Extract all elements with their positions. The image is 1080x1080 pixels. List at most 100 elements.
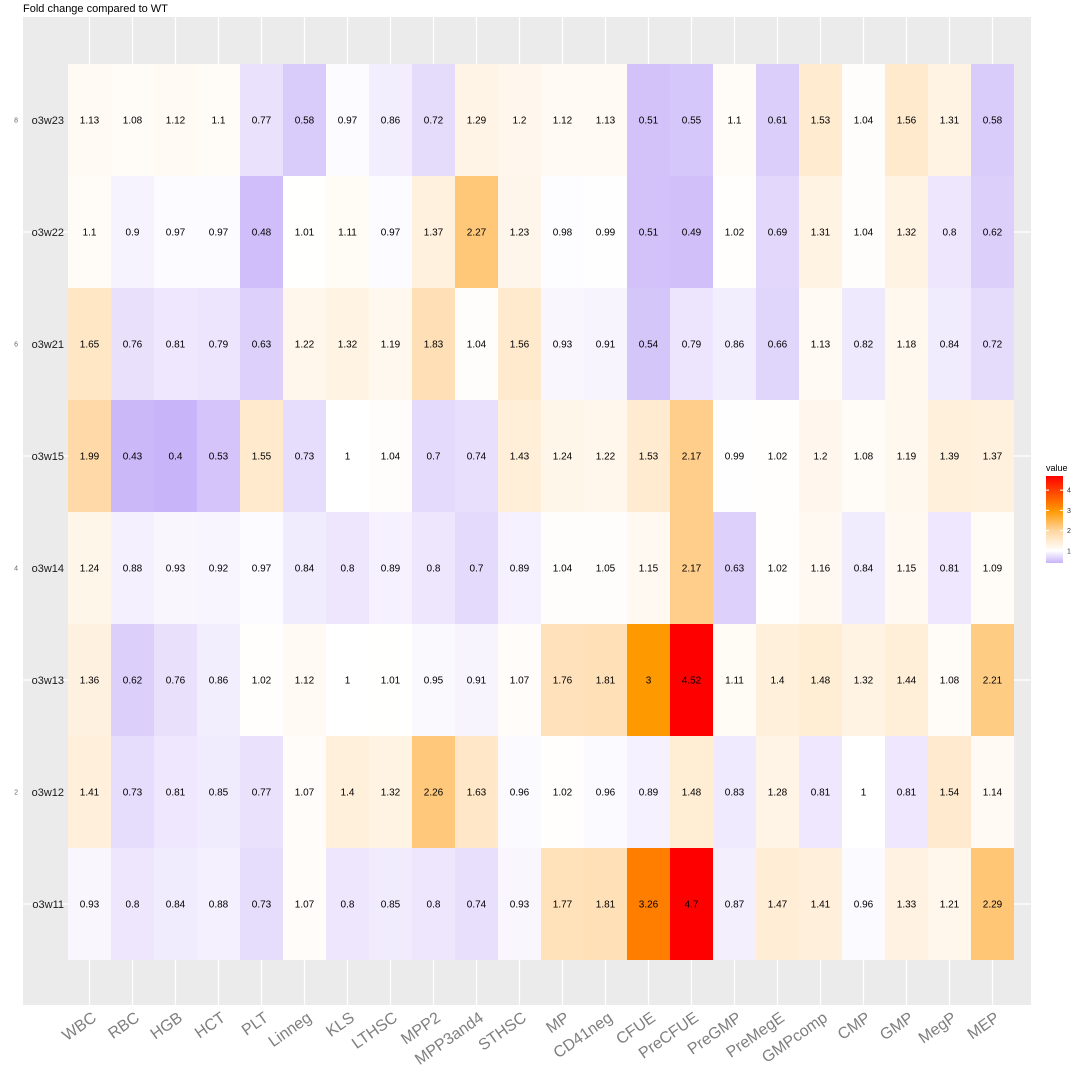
heatmap-cell [756, 848, 799, 960]
heatmap-cell [842, 512, 885, 624]
cell-value-label: 0.97 [338, 116, 358, 127]
heatmap-cell [971, 400, 1014, 512]
cell-value-label: 0.96 [510, 788, 530, 799]
heatmap-cell [283, 512, 326, 624]
cell-value-label: 1.04 [467, 340, 487, 351]
cell-value-label: 0.7 [427, 452, 441, 463]
cell-value-label: 0.63 [252, 340, 272, 351]
cell-value-label: 0.96 [854, 900, 874, 911]
cell-value-label: 0.77 [252, 788, 272, 799]
heatmap-cell [713, 176, 756, 288]
heatmap-cell [541, 512, 584, 624]
cell-value-label: 1.04 [553, 564, 573, 575]
cell-value-label: 1.4 [771, 676, 785, 687]
cell-value-label: 1.31 [811, 228, 831, 239]
cell-value-label: 1.02 [768, 452, 788, 463]
heatmap-cell [885, 624, 928, 736]
cell-value-label: 1.05 [596, 564, 616, 575]
row-label: o3w13 [32, 675, 64, 687]
heatmap-cell [197, 736, 240, 848]
heatmap-cell [928, 176, 971, 288]
cell-value-label: 1.21 [940, 900, 960, 911]
heatmap-cell [713, 736, 756, 848]
cell-value-label: 4.52 [682, 676, 702, 687]
heatmap-cell [627, 176, 670, 288]
cell-value-label: 1.37 [424, 228, 444, 239]
cell-value-label: 0.84 [295, 564, 315, 575]
heatmap-cell [842, 64, 885, 176]
cell-value-label: 1.37 [983, 452, 1003, 463]
heatmap-cell [283, 848, 326, 960]
cell-value-label: 0.85 [209, 788, 229, 799]
cell-value-label: 0.72 [983, 340, 1003, 351]
column-label: HGB [148, 1009, 186, 1043]
cell-value-label: 0.91 [467, 676, 487, 687]
row-labels: o3w23 o3w22 o3w21 o3w15 o3w14 o3w13 o3w12 o3w11 [32, 115, 64, 911]
cell-value-label: 2.21 [983, 676, 1003, 687]
cell-value-label: 0.97 [381, 228, 401, 239]
cell-value-label: 1.48 [811, 676, 831, 687]
cell-value-label: 1.09 [983, 564, 1003, 575]
heatmap-cell [799, 176, 842, 288]
cell-value-label: 3.26 [639, 900, 659, 911]
heatmap-cell [713, 400, 756, 512]
cell-value-label: 0.74 [467, 452, 487, 463]
cell-value-label: 1.53 [639, 452, 659, 463]
cell-value-label: 0.89 [381, 564, 401, 575]
column-label: MegP [916, 1009, 960, 1047]
cell-value-label: 0.43 [123, 452, 143, 463]
heatmap-cell [627, 848, 670, 960]
row-label: o3w14 [32, 563, 64, 575]
heatmap-cell [326, 848, 369, 960]
heatmap-cell [111, 400, 154, 512]
cell-value-label: 1.12 [295, 676, 315, 687]
cell-value-label: 1.55 [252, 452, 272, 463]
cell-value-label: 1.1 [83, 228, 97, 239]
cell-value-label: 2.17 [682, 564, 702, 575]
heatmap-cell [455, 736, 498, 848]
heatmap-cell [369, 64, 412, 176]
heatmap-cell [412, 64, 455, 176]
heatmap-cell [670, 736, 713, 848]
heatmap-cell [240, 400, 283, 512]
cell-value-label: 0.61 [768, 116, 788, 127]
heatmap-cell [68, 848, 111, 960]
cell-value-label: 0.98 [553, 228, 573, 239]
heatmap-cell [154, 64, 197, 176]
heatmap-cell [283, 624, 326, 736]
cell-value-label: 0.81 [811, 788, 831, 799]
cell-value-label: 0.96 [596, 788, 616, 799]
heatmap-cell [412, 624, 455, 736]
cell-value-label: 0.8 [126, 900, 140, 911]
heatmap-cell [627, 288, 670, 400]
heatmap-cell [369, 624, 412, 736]
cell-value-label: 1.02 [768, 564, 788, 575]
heatmap-cell [799, 288, 842, 400]
heatmap-cell [928, 64, 971, 176]
cell-value-label: 0.66 [768, 340, 788, 351]
heatmap-cell [928, 848, 971, 960]
cell-value-label: 0.86 [725, 340, 745, 351]
cell-value-label: 0.79 [209, 340, 229, 351]
cell-value-label: 0.76 [123, 340, 143, 351]
cell-value-label: 0.55 [682, 116, 702, 127]
cell-value-label: 1.48 [682, 788, 702, 799]
heatmap-cell [498, 288, 541, 400]
row-label: o3w23 [32, 115, 64, 127]
cell-value-label: 0.73 [252, 900, 272, 911]
heatmap-cell [154, 288, 197, 400]
cell-value-label: 1.99 [80, 452, 100, 463]
cell-value-label: 1.22 [295, 340, 315, 351]
row-label: o3w11 [32, 899, 64, 911]
cell-value-label: 0.97 [209, 228, 229, 239]
heatmap-cell [670, 400, 713, 512]
cell-value-label: 1.15 [897, 564, 917, 575]
heatmap-cell [885, 288, 928, 400]
heatmap-cell [885, 64, 928, 176]
legend-title: value [1046, 463, 1068, 473]
heatmap-cell [541, 624, 584, 736]
legend-tick-label: 3 [1067, 508, 1071, 515]
heatmap-cell [283, 400, 326, 512]
heatmap-cell [111, 624, 154, 736]
